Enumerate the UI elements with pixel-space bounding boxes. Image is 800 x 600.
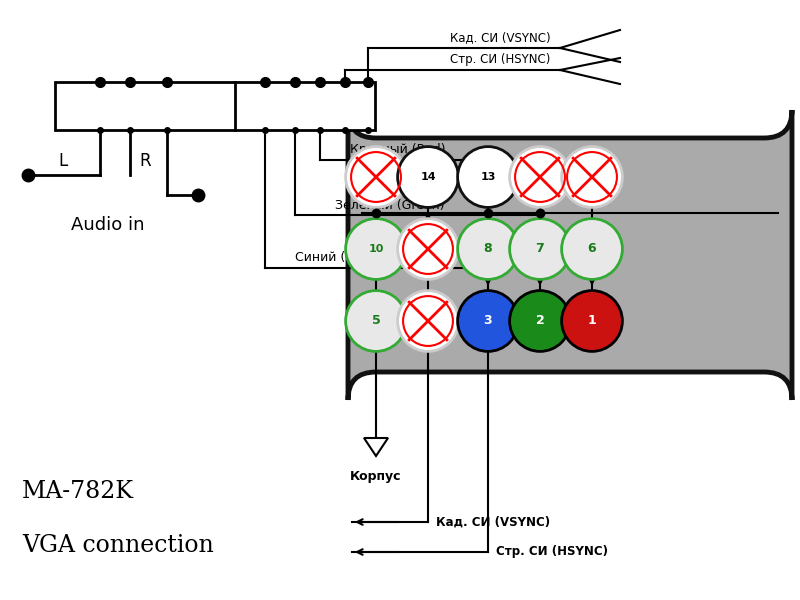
Text: 3: 3 — [484, 314, 492, 328]
Text: 10: 10 — [368, 244, 384, 254]
Text: Красный (Red): Красный (Red) — [350, 143, 446, 157]
Text: Синий (Blue): Синий (Blue) — [295, 251, 378, 265]
Text: 5: 5 — [372, 314, 380, 328]
Text: L: L — [58, 152, 68, 170]
FancyBboxPatch shape — [348, 110, 792, 400]
Circle shape — [510, 146, 570, 208]
Bar — [55, 82, 375, 130]
Circle shape — [510, 218, 570, 280]
Circle shape — [346, 290, 406, 352]
Text: 1: 1 — [588, 314, 596, 328]
Text: VGA connection: VGA connection — [22, 535, 214, 557]
Text: Стр. СИ (HSYNC): Стр. СИ (HSYNC) — [496, 545, 608, 559]
Circle shape — [398, 146, 458, 208]
Text: MA-782K: MA-782K — [22, 481, 134, 503]
Circle shape — [458, 218, 518, 280]
Text: 6: 6 — [588, 242, 596, 256]
Text: Корпус: Корпус — [350, 470, 402, 483]
Text: Кад. СИ (VSYNC): Кад. СИ (VSYNC) — [450, 31, 550, 44]
Circle shape — [346, 218, 406, 280]
Circle shape — [458, 146, 518, 208]
Circle shape — [458, 290, 518, 352]
Text: 14: 14 — [420, 172, 436, 182]
Text: Зеленый (Green): Зеленый (Green) — [335, 199, 445, 211]
Text: 2: 2 — [536, 314, 544, 328]
Circle shape — [346, 146, 406, 208]
Circle shape — [398, 290, 458, 352]
Polygon shape — [364, 438, 388, 456]
Text: Стр. СИ (HSYNC): Стр. СИ (HSYNC) — [450, 53, 550, 67]
Circle shape — [510, 290, 570, 352]
Text: 8: 8 — [484, 242, 492, 256]
Text: 13: 13 — [480, 172, 496, 182]
Circle shape — [398, 218, 458, 280]
Text: Audio in: Audio in — [71, 216, 145, 234]
Circle shape — [562, 290, 622, 352]
Circle shape — [562, 218, 622, 280]
Circle shape — [562, 146, 622, 208]
Text: Кад. СИ (VSYNC): Кад. СИ (VSYNC) — [436, 515, 550, 529]
Text: 7: 7 — [536, 242, 544, 256]
Text: R: R — [139, 152, 151, 170]
